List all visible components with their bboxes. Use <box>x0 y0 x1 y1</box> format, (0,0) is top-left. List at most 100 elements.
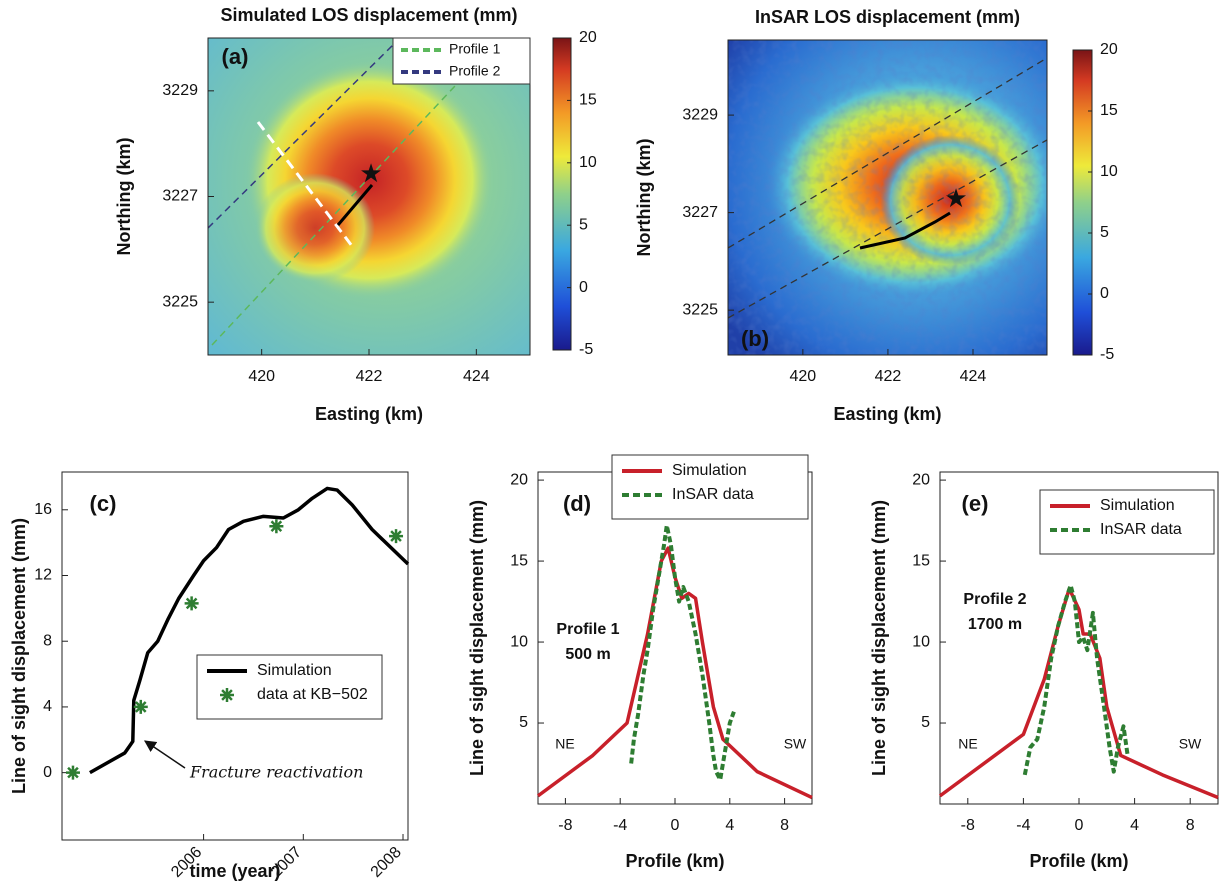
data-point <box>66 766 80 780</box>
y-tick-label: 15 <box>912 552 930 569</box>
x-tick-label: -4 <box>1016 817 1030 834</box>
y-tick-label: 3229 <box>682 106 718 123</box>
y-tick-label: 4 <box>43 698 52 715</box>
annotation-arrow <box>145 741 185 768</box>
x-tick-label: 0 <box>671 817 680 834</box>
x-tick-label: 8 <box>1186 817 1195 834</box>
y-tick-label: 3225 <box>682 301 718 318</box>
annotation: Profile 2 <box>963 591 1026 608</box>
x-tick-label: -8 <box>961 817 975 834</box>
x-tick-label: 424 <box>960 368 987 385</box>
y-axis-label: Northing (km) <box>634 139 654 257</box>
data-line <box>90 488 408 772</box>
y-axis-label: Line of sight displacement (mm) <box>9 518 29 794</box>
annotation: Fracture reactivation <box>189 763 363 782</box>
chart-title: Simulated LOS displacement (mm) <box>220 5 517 25</box>
y-tick-label: 20 <box>912 471 930 488</box>
y-tick-label: 5 <box>519 714 528 731</box>
insar-field: ★ <box>728 40 1065 355</box>
x-tick-label: 0 <box>1075 817 1084 834</box>
y-tick-label: 15 <box>510 552 528 569</box>
y-tick-label: 16 <box>34 501 52 518</box>
x-tick-label: 422 <box>356 368 383 385</box>
y-tick-label: 3227 <box>162 188 198 205</box>
annotation: 1700 m <box>968 616 1022 633</box>
x-tick-label: 424 <box>463 368 490 385</box>
legend-label: data at KB−502 <box>257 686 368 703</box>
y-axis-label: Line of sight displacement (mm) <box>869 500 889 776</box>
y-tick-label: 3227 <box>682 204 718 221</box>
panel-label: (a) <box>222 44 249 69</box>
data-point <box>389 529 403 543</box>
colorbar-tick-label: 15 <box>1100 102 1118 119</box>
y-tick-label: 10 <box>510 633 528 650</box>
panel-label: (b) <box>741 326 769 351</box>
colorbar <box>1073 50 1092 355</box>
x-tick-label: -8 <box>558 817 572 834</box>
x-tick-label: 4 <box>725 817 734 834</box>
y-axis-label: Northing (km) <box>114 138 134 256</box>
legend-label: Profile 2 <box>449 63 501 79</box>
x-tick-label: 4 <box>1130 817 1139 834</box>
y-tick-label: 5 <box>921 714 930 731</box>
x-axis-label: Easting (km) <box>315 404 423 424</box>
x-tick-label: 420 <box>790 368 817 385</box>
side-label: NE <box>958 736 977 752</box>
colorbar-tick-label: 0 <box>1100 285 1109 302</box>
page: ★ ★ Simulated LOS displacement (mm) Easti… <box>0 0 1220 891</box>
x-axis-label: Profile (km) <box>625 851 724 871</box>
y-tick-label: 0 <box>43 764 52 781</box>
colorbar-tick-label: 5 <box>579 216 588 233</box>
legend-swatch <box>220 688 234 702</box>
svg-text:★: ★ <box>944 183 967 213</box>
panel-label: (d) <box>563 491 591 516</box>
data-point <box>134 700 148 714</box>
x-tick-label: 420 <box>248 368 275 385</box>
colorbar-tick-label: 5 <box>1100 224 1109 241</box>
chart-title: InSAR LOS displacement (mm) <box>755 7 1020 27</box>
x-axis-label: Easting (km) <box>833 404 941 424</box>
side-label: NE <box>555 736 574 752</box>
colorbar-tick-label: 20 <box>1100 41 1118 58</box>
colorbar <box>553 38 571 350</box>
legend-label: InSAR data <box>672 486 754 503</box>
colorbar-tick-label: -5 <box>579 341 593 358</box>
colorbar-tick-label: 0 <box>579 279 588 296</box>
legend-label: Simulation <box>672 462 747 479</box>
data-point <box>269 519 283 533</box>
side-label: SW <box>784 736 807 752</box>
x-tick-label: 8 <box>780 817 789 834</box>
colorbar-tick-label: 10 <box>579 154 597 171</box>
x-tick-label: 2008 <box>368 844 405 881</box>
y-axis-label: Line of sight displacement (mm) <box>467 500 487 776</box>
data-point <box>185 596 199 610</box>
y-tick-label: 3229 <box>162 82 198 99</box>
data-line <box>631 525 734 779</box>
x-tick-label: 422 <box>875 368 902 385</box>
simulated-field: ★ <box>208 38 530 355</box>
figure: ★ ★ Simulated LOS displacement (mm) Easti… <box>0 0 1220 886</box>
x-tick-label: -4 <box>613 817 627 834</box>
x-tick-label: 2007 <box>268 844 305 881</box>
legend-label: InSAR data <box>1100 521 1182 538</box>
annotation: 500 m <box>565 646 610 663</box>
colorbar-tick-label: -5 <box>1100 346 1114 363</box>
y-tick-label: 10 <box>912 633 930 650</box>
y-tick-label: 20 <box>510 471 528 488</box>
annotation: Profile 1 <box>556 621 619 638</box>
legend-label: Simulation <box>1100 497 1175 514</box>
data-line <box>1025 585 1128 774</box>
colorbar-tick-label: 20 <box>579 29 597 46</box>
colorbar-tick-label: 15 <box>579 92 597 109</box>
colorbar-tick-label: 10 <box>1100 163 1118 180</box>
svg-text:★: ★ <box>359 158 382 188</box>
legend-label: Profile 1 <box>449 41 501 57</box>
y-tick-label: 3225 <box>162 293 198 310</box>
legend-label: Simulation <box>257 662 332 679</box>
panel-label: (c) <box>90 491 117 516</box>
y-tick-label: 12 <box>34 567 52 584</box>
x-axis-label: Profile (km) <box>1029 851 1128 871</box>
side-label: SW <box>1179 736 1202 752</box>
panel-label: (e) <box>962 491 989 516</box>
y-tick-label: 8 <box>43 632 52 649</box>
